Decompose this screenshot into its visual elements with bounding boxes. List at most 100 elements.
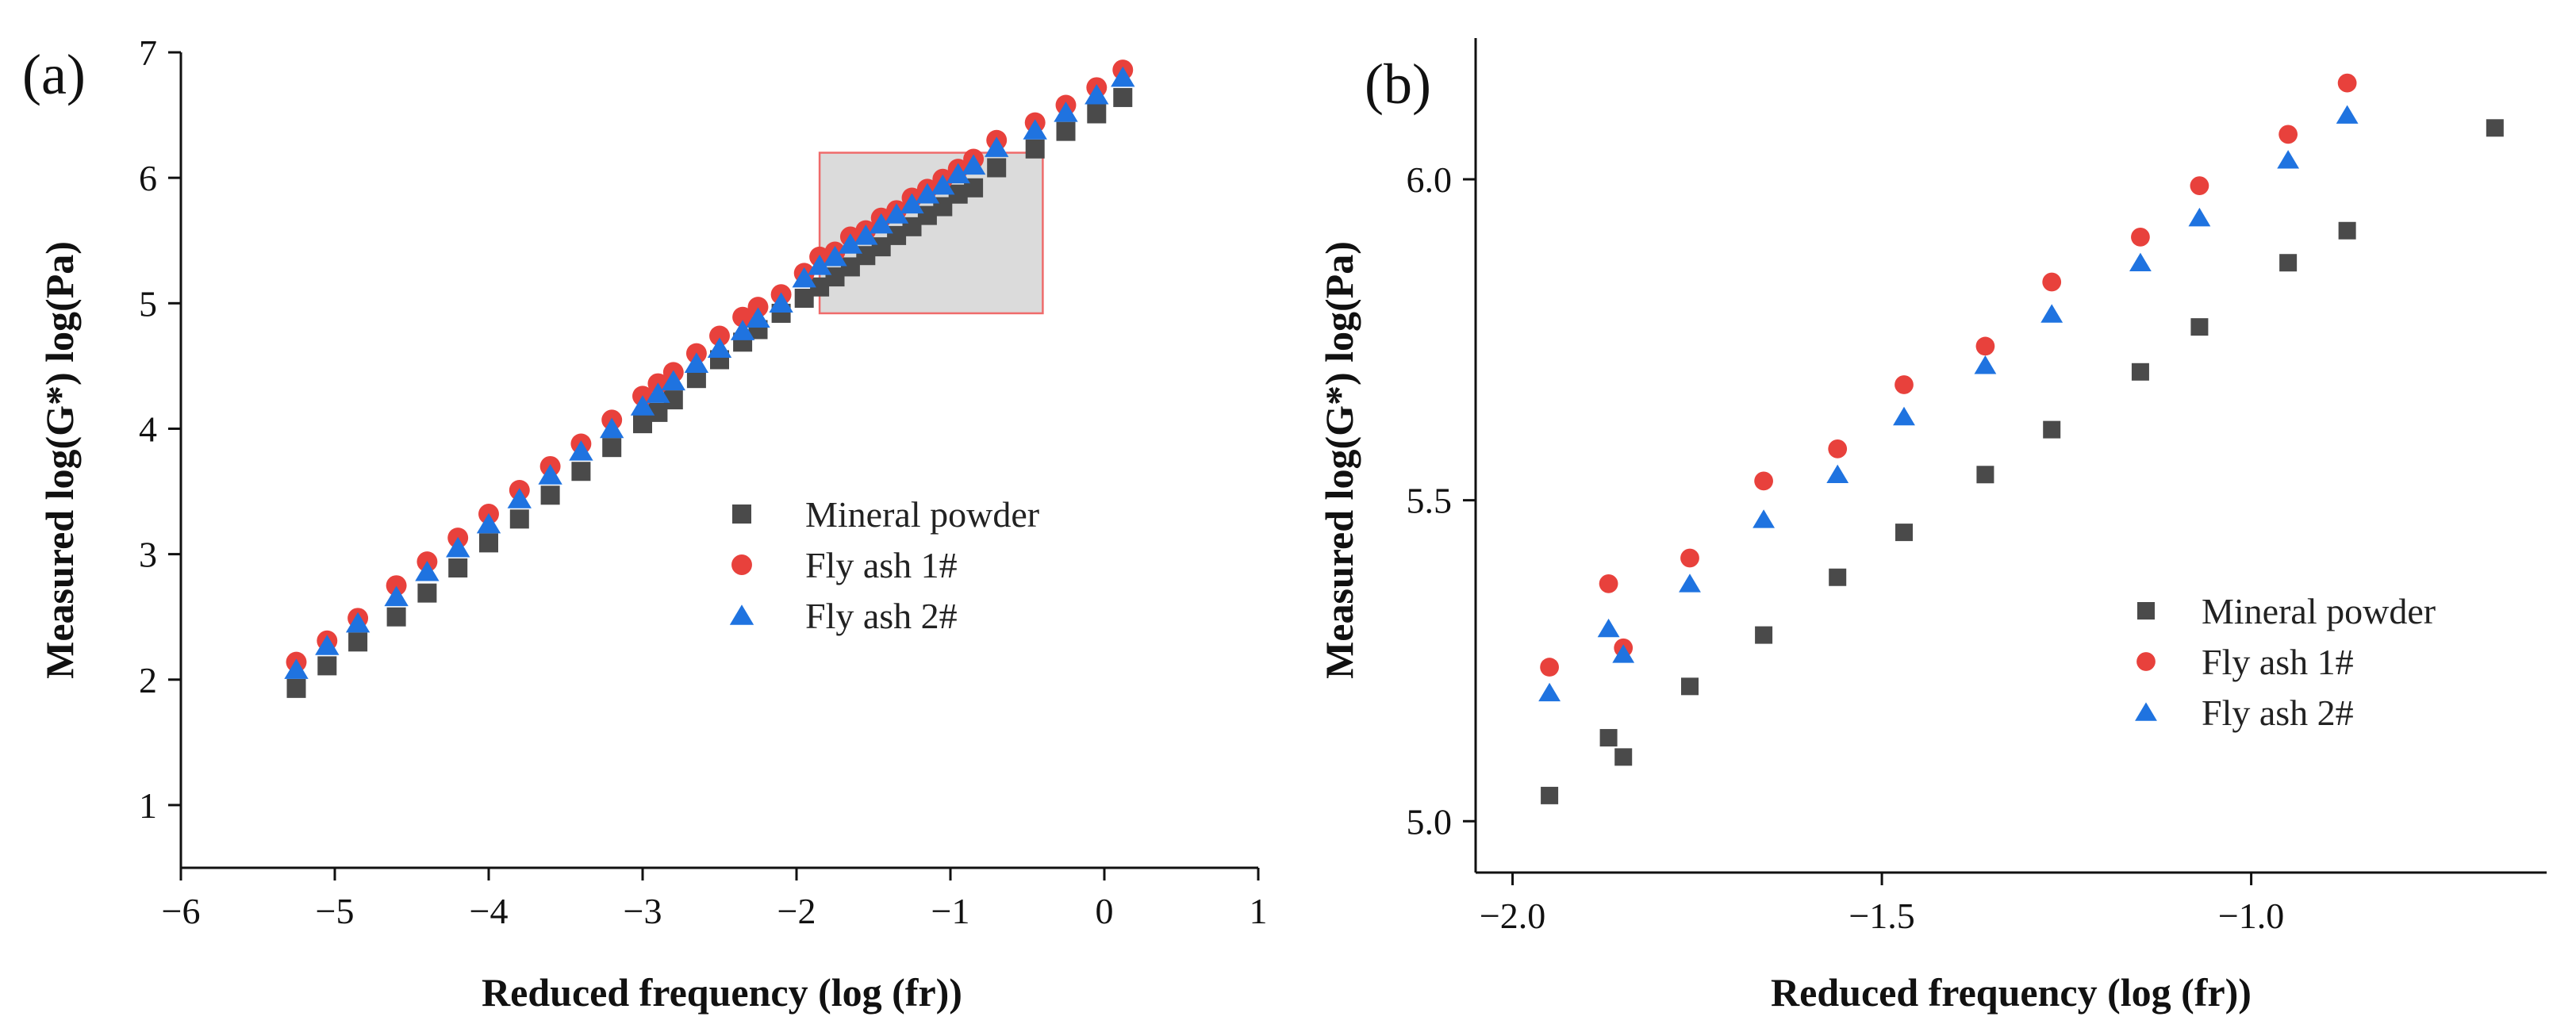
panel-label: (b): [1365, 52, 1431, 116]
data-point: [1597, 618, 1620, 638]
data-point: [2188, 207, 2211, 227]
series-fly-ash-1-: [286, 59, 1134, 673]
data-point: [2336, 105, 2359, 124]
data-point: [509, 509, 529, 529]
data-point: [1054, 102, 1078, 122]
data-point: [2040, 304, 2063, 323]
data-point: [931, 174, 955, 195]
data-point: [1828, 439, 1848, 458]
y-axis-title: Measured log(G*) log(Pa): [37, 241, 82, 679]
data-point: [2129, 252, 2152, 271]
data-point: [448, 558, 468, 578]
x-tick-label: −4: [470, 891, 509, 931]
panel-a: −6 −5 −4 −3 −2 −1 0 1 1 2 3 4 5 6 7 Reduced frequency (…: [22, 33, 1268, 1015]
x-tick-label: −2.0: [1480, 896, 1545, 936]
data-point: [807, 255, 832, 275]
data-point: [646, 382, 670, 403]
data-point: [1056, 121, 1076, 141]
data-point: [794, 288, 814, 308]
data-point: [315, 635, 340, 655]
legend-label: Mineral powder: [805, 494, 1039, 535]
data-point: [2131, 227, 2150, 247]
data-point: [1681, 677, 1699, 696]
data-point: [707, 337, 732, 358]
data-point: [2337, 73, 2357, 93]
data-point: [1976, 466, 1994, 484]
data-point: [684, 352, 709, 373]
data-point: [2190, 176, 2209, 196]
data-point: [1680, 548, 1699, 568]
data-point: [987, 158, 1007, 178]
y-axis-title: Measured log(G*) log(Pa): [1317, 241, 1361, 679]
data-point: [1753, 509, 1776, 528]
data-point: [1614, 748, 1633, 766]
data-point: [1755, 626, 1773, 644]
data-point: [709, 325, 730, 347]
series-fly-ash-1-: [1540, 73, 2357, 677]
x-tick-label: 0: [1096, 891, 1114, 931]
data-point: [630, 395, 655, 416]
legend-marker: [2136, 652, 2156, 671]
data-point: [386, 575, 407, 597]
data-point: [1540, 658, 1559, 677]
data-point: [1541, 786, 1559, 804]
data-point: [915, 182, 940, 204]
panel-label: (a): [22, 43, 86, 106]
data-point: [2486, 119, 2504, 137]
data-point: [769, 292, 793, 313]
panel-b: −2.0 −1.5 −1.0 5.0 5.5 6.0 Reduced frequency (…: [1317, 38, 2547, 1015]
data-point: [1754, 471, 1773, 491]
data-point: [1895, 524, 1913, 542]
data-point: [746, 307, 770, 328]
data-point: [476, 512, 501, 534]
x-tick-label: −3: [624, 891, 662, 931]
data-point: [2131, 363, 2149, 381]
data-point: [1111, 66, 1135, 87]
data-point: [571, 462, 591, 481]
data-point: [2190, 318, 2209, 336]
data-point: [1893, 406, 1915, 426]
data-point: [600, 417, 624, 439]
data-point: [900, 193, 924, 214]
data-point: [1087, 104, 1107, 124]
data-point: [946, 163, 970, 184]
legend-label: Fly ash 1#: [805, 545, 958, 585]
data-point: [732, 306, 754, 328]
y-tick-label: 6: [139, 158, 157, 198]
data-point: [1025, 139, 1045, 159]
x-tick-label: −5: [316, 891, 355, 931]
x-tick-label: −1: [931, 891, 970, 931]
y-tick-label: 1: [139, 785, 157, 826]
x-tick-label: −1.0: [2218, 896, 2284, 936]
data-point: [823, 245, 847, 267]
legend-label: Mineral powder: [2202, 591, 2436, 631]
data-point: [1612, 644, 1635, 663]
data-point: [538, 464, 562, 485]
data-point: [540, 485, 560, 505]
data-point: [602, 438, 622, 458]
data-point: [345, 612, 370, 633]
legend-marker: [2135, 702, 2157, 721]
y-tick-label: 6.0: [1407, 159, 1453, 200]
data-point: [2338, 221, 2356, 240]
legend-label: Fly ash 2#: [805, 596, 958, 636]
x-tick-label: −6: [162, 891, 201, 931]
data-point: [1974, 355, 1997, 374]
y-tick-label: 5.0: [1407, 801, 1453, 842]
data-point: [661, 370, 685, 391]
data-point: [730, 320, 755, 340]
data-point: [569, 440, 593, 461]
data-point: [446, 536, 470, 558]
data-point: [2277, 150, 2300, 169]
data-point: [869, 213, 893, 234]
data-point: [1599, 574, 1618, 593]
y-tick-label: 4: [139, 409, 157, 449]
legend-marker: [2137, 602, 2155, 620]
data-point: [384, 585, 409, 607]
data-point: [961, 154, 986, 175]
series-fly-ash-2-: [1538, 105, 2359, 702]
data-point: [284, 658, 309, 679]
data-point: [1113, 87, 1133, 107]
y-tick-label: 3: [139, 535, 157, 575]
